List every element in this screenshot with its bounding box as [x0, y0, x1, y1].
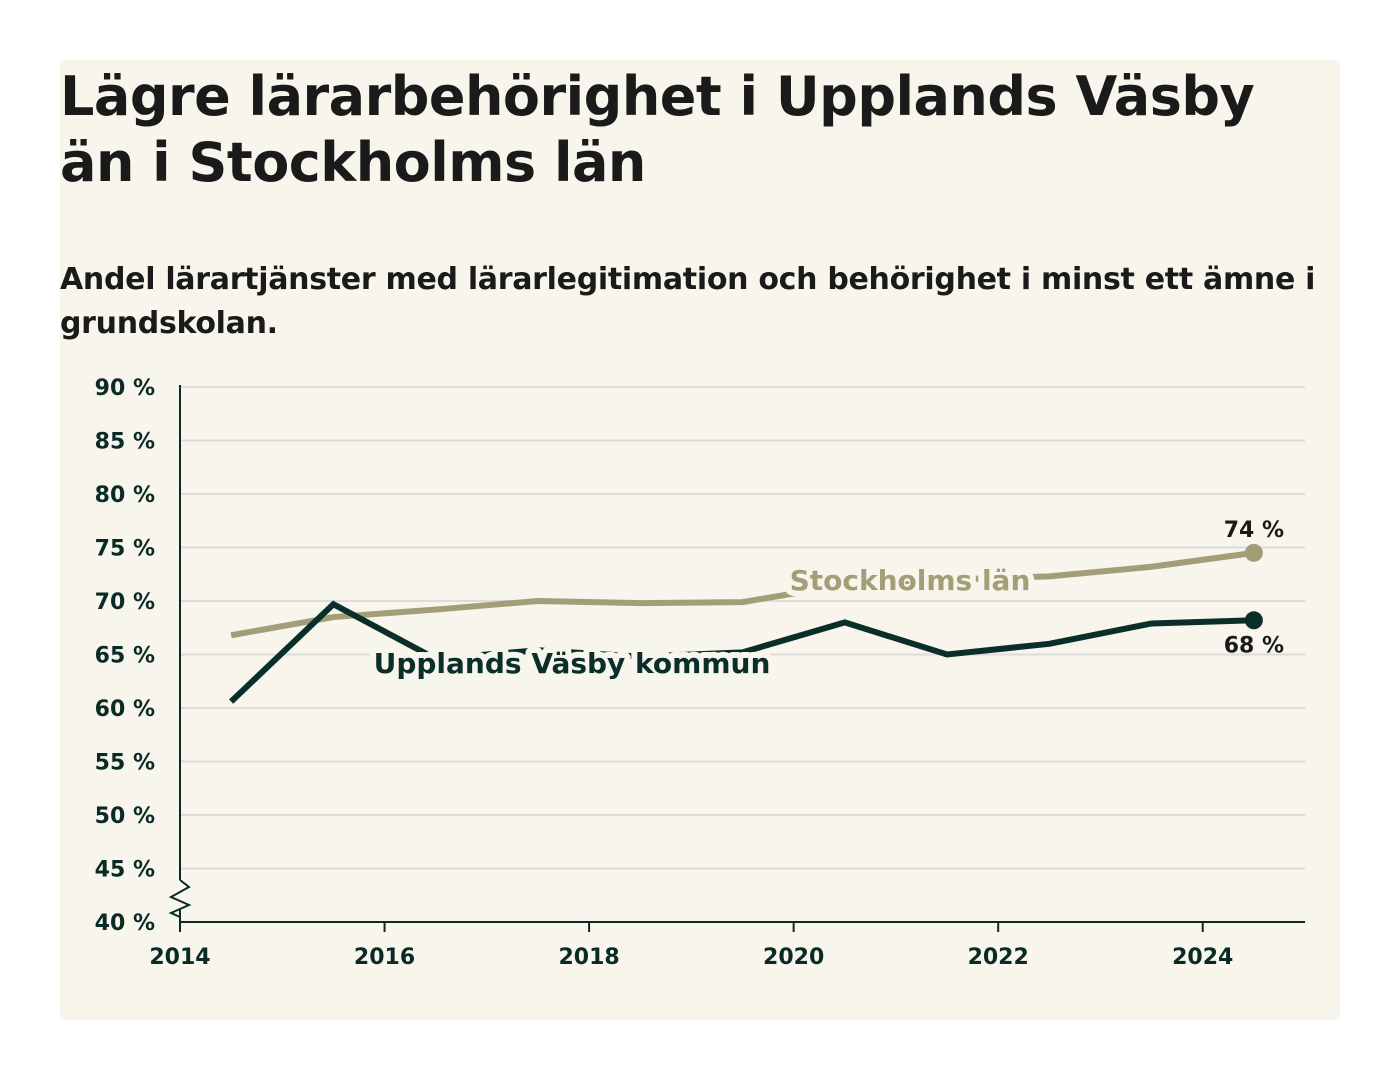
series-end-marker — [1244, 611, 1263, 630]
y-tick-label: 60 % — [95, 697, 155, 722]
series-line — [229, 600, 1254, 704]
y-tick-label: 90 % — [95, 376, 155, 401]
chart-subtitle: Andel lärartjänster med lärarlegitimatio… — [60, 262, 1316, 341]
y-tick-label: 85 % — [95, 430, 155, 455]
series-name-label: Upplands Väsby kommun — [374, 647, 771, 680]
x-tick-label: 2016 — [354, 945, 415, 970]
series — [229, 543, 1263, 704]
y-tick-label: 45 % — [95, 858, 155, 883]
y-tick-label: 40 % — [95, 911, 155, 936]
series-name-label-halo: Upplands Väsby kommun — [374, 647, 771, 680]
series-name-label-halo: Stockholms län — [790, 564, 1031, 597]
x-tick-label: 2018 — [558, 945, 619, 970]
axes — [168, 385, 1305, 932]
x-tick-label: 2024 — [1172, 945, 1233, 970]
series-name-label: Stockholms län — [790, 564, 1031, 597]
y-tick-label: 75 % — [95, 537, 155, 562]
chart-panel — [60, 60, 1340, 1020]
x-axis-labels: 2014 2016 2018 2020 2022 2024 — [149, 945, 1233, 970]
chart-title: Lägre lärarbehörighet i Upplands Väsby ä… — [60, 65, 1255, 194]
y-tick-label: 80 % — [95, 483, 155, 508]
series-end-marker — [1244, 543, 1263, 562]
series-end-label: 74 % — [1224, 518, 1284, 543]
series-end-label: 68 % — [1224, 633, 1284, 658]
x-tick-label: 2022 — [968, 945, 1029, 970]
axis-break-icon — [168, 879, 192, 918]
x-tick-label: 2020 — [763, 945, 824, 970]
y-tick-label: 50 % — [95, 804, 155, 829]
y-tick-label: 65 % — [95, 644, 155, 669]
y-tick-label: 70 % — [95, 590, 155, 615]
grid-lines — [180, 386, 1305, 870]
series-line — [230, 549, 1255, 639]
y-tick-label: 55 % — [95, 751, 155, 776]
y-axis-labels: 40 % 45 % 50 % 55 % 60 % 65 % 70 % 75 % 80 % 85 %… — [95, 376, 155, 936]
x-tick-label: 2014 — [149, 945, 210, 970]
